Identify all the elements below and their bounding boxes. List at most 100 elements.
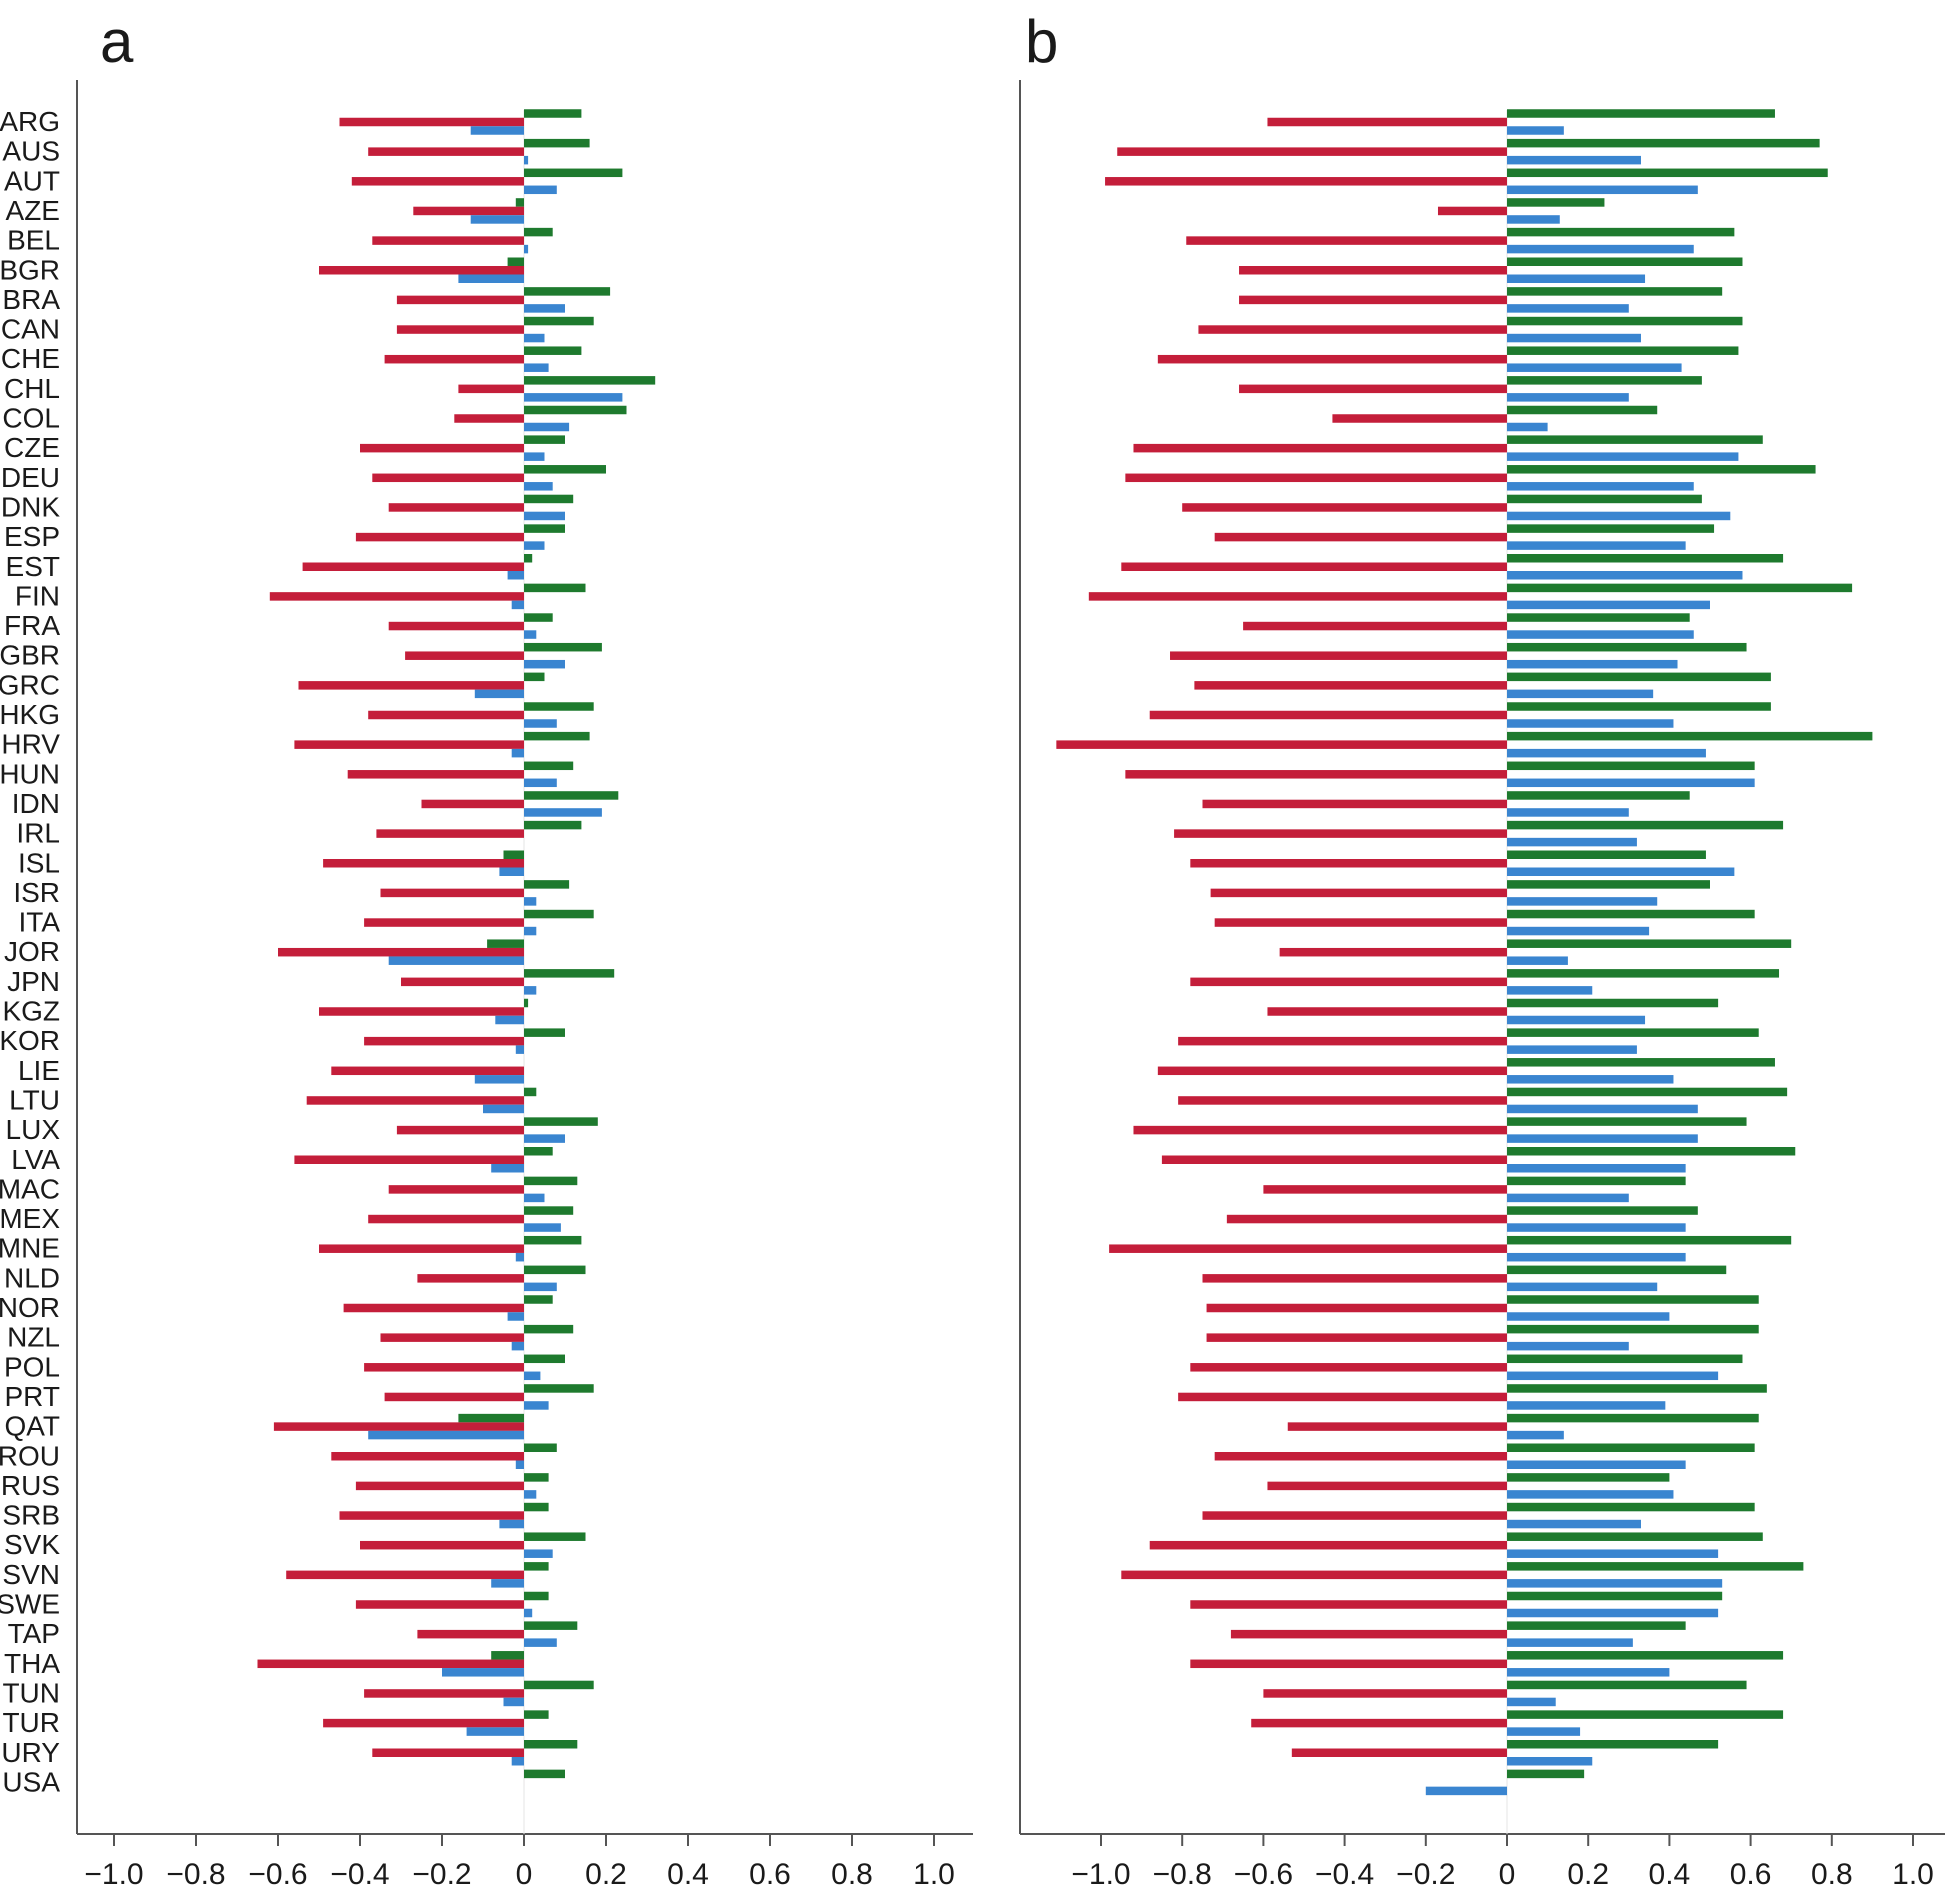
bar-green-pol [1507,1354,1743,1364]
bar-blue-jpn [524,986,537,995]
country-label: KGZ [2,996,60,1027]
bar-green-tur [524,1710,549,1719]
bar-green-irl [1507,820,1784,830]
bar-blue-can [1507,333,1641,343]
bar-red-prt [1178,1392,1507,1402]
country-label: SWE [0,1589,60,1620]
bar-blue-esp [1507,541,1686,550]
bar-red-lva [1161,1155,1507,1164]
bar-blue-gbr [524,659,565,669]
bar-red-lva [294,1155,524,1164]
bar-red-mne [319,1244,524,1253]
bar-green-gbr [524,642,602,652]
bar-blue-che [524,363,549,372]
bar-blue-mex [1507,1223,1686,1232]
bar-blue-bel [1507,244,1694,254]
bar-red-chl [1239,384,1507,394]
bar-blue-aus [1507,155,1641,165]
bar-green-isr [1507,880,1710,889]
bar-red-jpn [1190,977,1507,987]
bar-blue-aut [524,185,557,195]
bar-green-rus [1507,1473,1670,1482]
bar-red-svn [286,1570,524,1580]
bar-blue-bra [1507,304,1629,313]
bar-red-tun [1263,1689,1507,1698]
bar-blue-swe [1507,1608,1719,1618]
bar-red-isr [1210,888,1507,898]
bar-blue-kgz [495,1015,524,1025]
bar-red-chl [458,384,524,394]
bar-green-cze [524,435,565,444]
bar-blue-aze [1507,215,1560,224]
bar-red-jpn [401,977,524,987]
bar-blue-cze [1507,452,1739,461]
bar-green-esp [1507,524,1715,533]
bar-red-mac [388,1185,524,1194]
bar-green-usa [1507,1769,1585,1779]
bar-green-nzl [524,1324,574,1334]
country-label: IDN [12,788,60,819]
bar-red-kor [364,1036,524,1046]
bar-green-aut [1507,168,1828,178]
bar-red-est [1121,562,1507,571]
bar-red-bra [396,295,524,305]
bar-blue-grc [474,689,524,699]
bar-green-mne [524,1235,582,1245]
bar-green-srb [1507,1502,1755,1512]
country-label: SVK [4,1529,60,1560]
bar-red-arg [1267,117,1507,127]
x-tick-label: 0.2 [1567,1858,1609,1891]
bar-green-ltu [524,1087,537,1097]
x-tick-label: −0.8 [1153,1858,1212,1891]
country-label: NLD [4,1262,60,1293]
bar-blue-dnk [1507,511,1731,521]
x-tick-label: 0.4 [667,1858,709,1891]
bar-red-lie [1157,1066,1507,1076]
bar-green-rus [524,1473,549,1482]
country-label: ESP [4,521,60,552]
bar-blue-kor [1507,1045,1637,1054]
country-label: PRT [5,1381,61,1412]
bar-blue-lva [491,1164,524,1173]
country-label: ITA [19,907,61,938]
country-label: TUR [2,1707,60,1738]
bar-blue-fin [1507,600,1710,610]
country-label: GRC [0,669,60,700]
bar-blue-gbr [1507,659,1678,669]
country-label: BEL [7,225,60,256]
country-label: FRA [4,610,60,641]
bar-red-ltu [306,1096,524,1105]
bar-green-aze [1507,198,1605,207]
bar-green-rou [524,1443,557,1452]
bar-green-bel [1507,227,1735,237]
bar-green-tun [524,1680,594,1690]
bar-green-bra [524,287,611,296]
bar-blue-nld [524,1282,557,1292]
country-label: HRV [1,729,60,760]
country-label: NZL [7,1322,60,1353]
bar-blue-usa [1425,1786,1507,1796]
x-tick-label: 0.8 [1811,1858,1853,1891]
bar-green-ita [1507,909,1755,919]
bar-red-isr [380,888,524,898]
bar-green-deu [1507,465,1816,474]
bar-red-esp [1214,532,1507,542]
x-tick-label: 0 [1499,1858,1516,1891]
bar-red-svk [1149,1540,1507,1550]
bar-blue-rus [1507,1490,1674,1499]
bar-blue-mne [515,1252,524,1262]
bar-blue-tap [524,1638,557,1647]
bar-blue-mne [1507,1252,1686,1262]
bar-blue-tap [1507,1638,1633,1647]
bar-green-irl [524,820,582,830]
bar-blue-ltu [1507,1104,1698,1114]
country-label: CHL [4,373,60,404]
bar-green-mex [1507,1206,1698,1215]
bar-green-est [1507,554,1784,563]
bar-red-aut [351,177,524,186]
x-tick-label: 0.6 [1730,1858,1772,1891]
bar-red-nor [1206,1303,1507,1313]
x-tick-label: 0.2 [585,1858,627,1891]
bar-red-arg [339,117,524,127]
bar-red-ita [364,918,524,927]
